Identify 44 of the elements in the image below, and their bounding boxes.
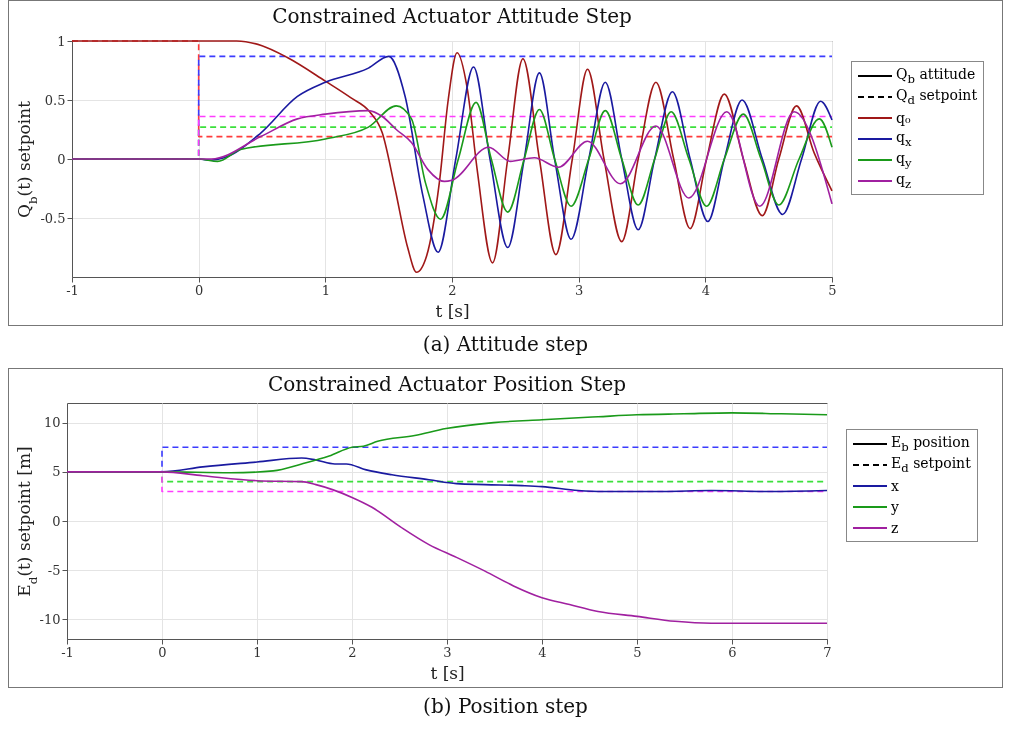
text: Q$_{b}$ attitude <box>896 65 976 86</box>
x-tick-label: 3 <box>443 644 452 660</box>
legend-label: z <box>891 519 899 536</box>
legend-label: q$_{z}$ <box>896 170 912 191</box>
chart-title: Constrained Actuator Attitude Step <box>272 4 632 28</box>
x-tick-label: 1 <box>253 644 262 660</box>
x-tick-label: 1 <box>321 282 330 298</box>
text: (a) Attitude step <box>421 332 590 356</box>
x-tick-label: 4 <box>701 282 710 298</box>
text: Q$_{d}$ setpoint <box>896 86 978 107</box>
legend-label: y <box>891 498 899 515</box>
x-tick-label: 3 <box>575 282 584 298</box>
x-tick-label: 5 <box>633 644 642 660</box>
x-tick-label: 6 <box>728 644 737 660</box>
y-tick-label: 10 <box>43 415 61 431</box>
line-series <box>66 471 828 625</box>
x-axis-title: t [s] <box>430 662 465 683</box>
x-tick-label: 0 <box>158 644 167 660</box>
y-tick-label: -10 <box>39 611 61 627</box>
x-tick-label: 5 <box>828 282 837 298</box>
x-tick-label: 4 <box>538 644 547 660</box>
y-tick-label: -5 <box>47 562 61 578</box>
legend-label: q$_{y}$ <box>896 149 912 170</box>
y-tick-label: 0 <box>52 513 61 529</box>
x-tick-label: 2 <box>448 282 457 298</box>
x-tick-label: -1 <box>66 282 79 298</box>
text: E$_{d}$ setpoint <box>891 454 971 475</box>
x-tick-label: 2 <box>348 644 357 660</box>
legend-label: x <box>891 477 899 494</box>
x-axis-title: t [s] <box>435 300 470 321</box>
legend-label: q₀ <box>896 109 911 126</box>
y-tick-label: 0.5 <box>44 92 66 108</box>
y-tick-label: 1 <box>57 33 66 49</box>
x-tick-label: 7 <box>823 644 832 660</box>
text: (b) Position step <box>422 694 589 718</box>
y-tick-label: 5 <box>52 464 61 480</box>
y-tick-label: -0.5 <box>40 210 66 226</box>
legend-label: q$_{x}$ <box>896 128 912 149</box>
text: E$_{b}$ position <box>891 433 970 454</box>
x-tick-label: -1 <box>61 644 74 660</box>
x-tick-label: 0 <box>195 282 204 298</box>
y-tick-label: 0 <box>57 151 66 167</box>
line-series <box>71 109 833 207</box>
chart-title: Constrained Actuator Position Step <box>267 372 627 396</box>
